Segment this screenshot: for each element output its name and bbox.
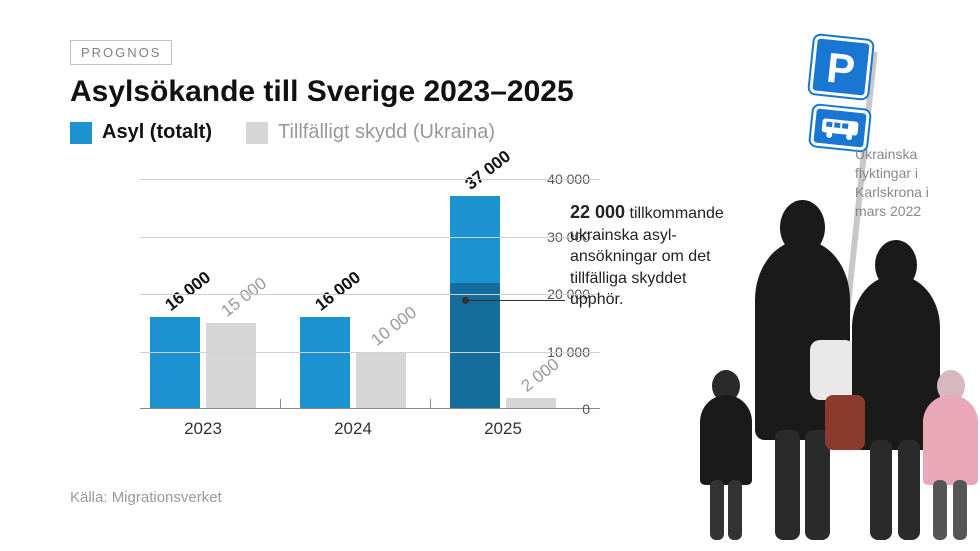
gridline [140,179,600,180]
legend-swatch-1 [70,122,92,144]
annotation-dot [462,297,469,304]
bar-value-label: 37 000 [461,147,514,195]
legend-swatch-2 [246,122,268,144]
annotation-value: 22 000 [570,202,625,222]
chart-title: Asylsökande till Sverige 2023–2025 [70,75,670,109]
bar-overlay-segment [450,283,500,410]
legend-label-2: Tillfälligt skydd (Ukraina) [278,121,495,144]
prognosis-badge: PROGNOS [70,40,172,65]
bar-value-label: 16 000 [161,268,214,316]
bus-sign-icon [810,105,870,151]
bar-value-label: 10 000 [367,302,420,350]
bar-value-label: 16 000 [311,268,364,316]
gridline [140,237,600,238]
bar-value-label: 2 000 [517,354,563,396]
bar-asyl: 16 000 [300,317,350,409]
bar-chart: 16 00015 00016 00010 00037 0002 000 2023… [80,179,600,439]
parking-sign-icon: P [809,35,873,99]
x-divider [430,399,431,409]
bar-asyl: 16 000 [150,317,200,409]
gridline [140,294,600,295]
bar-value-label: 15 000 [217,273,270,321]
child-silhouette [690,370,760,540]
x-tick-label: 2024 [334,419,372,439]
annotation-line [465,300,565,301]
legend-label-1: Asyl (totalt) [102,121,212,144]
x-divider [280,399,281,409]
legend: Asyl (totalt) Tillfälligt skydd (Ukraina… [70,121,670,144]
child-silhouette [915,370,980,540]
photo-caption: Ukrainska flyktingar i Karlskrona i mars… [855,145,955,221]
source-text: Källa: Migrationsverket [70,489,222,506]
bar-skydd: 10 000 [356,352,406,410]
gridline [140,352,600,353]
x-tick-label: 2023 [184,419,222,439]
photo-illustration: P Ukrainska flyktingar i Karlskrona i ma… [690,30,980,540]
x-tick-label: 2025 [484,419,522,439]
bag-icon [825,395,865,450]
y-tick-label: 0 [582,401,590,417]
bar-skydd: 15 000 [206,323,256,409]
